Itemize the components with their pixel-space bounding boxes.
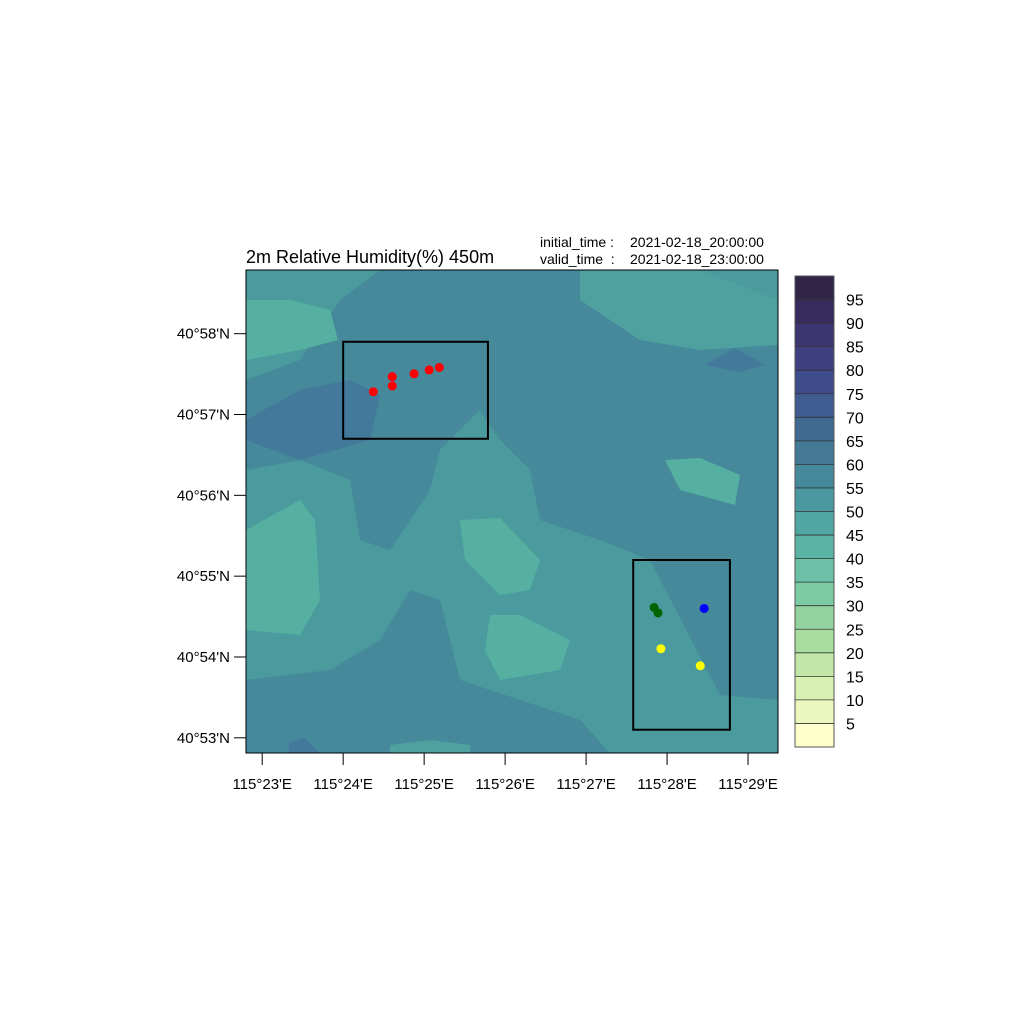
station-point <box>434 362 444 372</box>
colorbar-box <box>795 511 834 536</box>
y-tick-label: 40°55'N <box>177 568 230 585</box>
colorbar-label: 80 <box>846 363 864 380</box>
y-tick-label: 40°58'N <box>177 326 230 343</box>
contour-region <box>390 740 470 753</box>
valid-time: 2021-02-18_23:00:00 <box>630 251 764 267</box>
contour-region <box>288 738 320 753</box>
station-point <box>424 365 434 375</box>
station-point <box>653 608 663 618</box>
map-title: 2m Relative Humidity(%) 450m <box>246 247 494 267</box>
colorbar-box <box>795 629 834 653</box>
y-tick-label: 40°56'N <box>177 487 230 504</box>
colorbar-box <box>795 676 834 700</box>
station-point <box>409 369 419 379</box>
x-tick-label: 115°23'E <box>232 776 291 793</box>
colorbar-label: 65 <box>846 434 864 451</box>
colorbar-box <box>795 582 834 606</box>
map-frame <box>245 269 779 754</box>
contour-region <box>580 270 778 350</box>
colorbar-box <box>795 558 834 583</box>
colorbar-label: 85 <box>846 340 864 357</box>
colorbar-box <box>795 605 834 630</box>
colorbar-box <box>795 652 834 677</box>
colorbar-label: 15 <box>846 669 864 686</box>
colorbar-label: 75 <box>846 387 864 404</box>
x-tick-label: 115°26'E <box>475 776 534 793</box>
colorbar-label: 60 <box>846 457 864 474</box>
colorbar-label: 90 <box>846 316 864 333</box>
contour-region <box>485 615 570 680</box>
colorbar-label: 95 <box>846 293 864 310</box>
contour-region <box>246 270 778 550</box>
y-tick-label: 40°53'N <box>177 730 230 747</box>
contour-field <box>246 270 778 753</box>
colorbar-box <box>795 699 834 724</box>
colorbar-box <box>795 393 834 418</box>
x-tick-label: 115°27'E <box>556 776 615 793</box>
colorbar-label: 55 <box>846 481 864 498</box>
x-tick-label: 115°24'E <box>313 776 372 793</box>
colorbar-box <box>795 723 834 747</box>
colorbar-label: 25 <box>846 622 864 639</box>
colorbar-box <box>795 276 834 300</box>
contour-region <box>665 458 740 505</box>
colorbar-label: 5 <box>846 716 855 733</box>
station-point <box>699 603 709 613</box>
contour-region <box>460 518 540 595</box>
x-tick-label: 115°29'E <box>718 776 777 793</box>
valid-time-label: valid_time : <box>540 251 615 267</box>
contour-region <box>705 348 765 372</box>
colorbar-box <box>795 370 834 394</box>
colorbar-label: 20 <box>846 646 864 663</box>
colorbar-label: 30 <box>846 599 864 616</box>
colorbar-label: 70 <box>846 410 864 427</box>
station-point <box>695 661 705 671</box>
colorbar-box <box>795 299 834 324</box>
contour-region <box>246 500 320 635</box>
colorbar-box <box>795 535 834 559</box>
initial-time-label: initial_time : <box>540 234 614 250</box>
station-point <box>368 387 378 397</box>
colorbar-box <box>795 487 834 512</box>
colorbar-label: 45 <box>846 528 864 545</box>
x-tick-label: 115°25'E <box>394 776 453 793</box>
initial-time: 2021-02-18_20:00:00 <box>630 234 764 250</box>
contour-region <box>246 590 610 753</box>
station-point <box>387 372 397 382</box>
colorbar-label: 10 <box>846 693 864 710</box>
colorbar-box <box>795 440 834 465</box>
colorbar-box <box>795 346 834 371</box>
region-box <box>632 558 731 731</box>
contour-region <box>246 380 380 460</box>
contour-region <box>600 520 778 700</box>
colorbar-box <box>795 464 834 488</box>
contour-region <box>246 300 338 360</box>
colorbar-box <box>795 417 834 441</box>
colorbar-label: 40 <box>846 552 864 569</box>
y-tick-label: 40°57'N <box>177 407 230 424</box>
x-tick-label: 115°28'E <box>637 776 696 793</box>
colorbar-label: 35 <box>846 575 864 592</box>
station-point <box>387 381 397 391</box>
y-tick-label: 40°54'N <box>177 649 230 666</box>
region-box <box>342 340 489 440</box>
station-point <box>656 644 666 654</box>
colorbar-label: 50 <box>846 505 864 522</box>
colorbar-box <box>795 323 834 347</box>
